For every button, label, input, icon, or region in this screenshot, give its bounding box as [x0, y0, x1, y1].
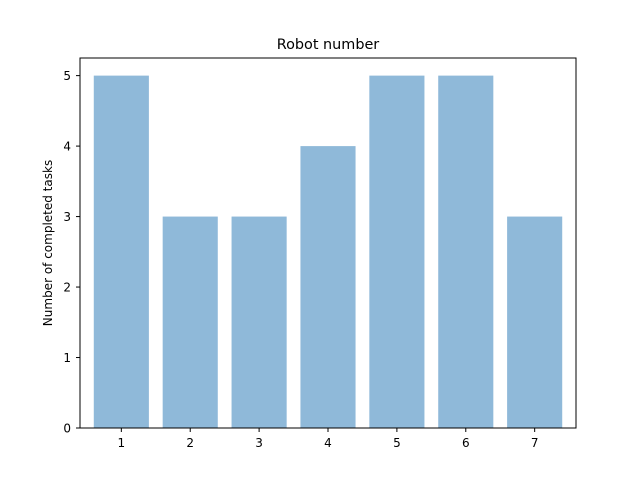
y-tick-label-2: 2 — [63, 281, 71, 295]
x-tick-label-6: 6 — [462, 436, 470, 450]
bar-robot-4 — [300, 146, 356, 428]
x-tick-label-1: 1 — [118, 436, 126, 450]
y-axis-ticks: 0 1 2 3 4 5 — [63, 69, 80, 436]
x-tick-label-3: 3 — [255, 436, 263, 450]
plot-frame — [79, 57, 577, 429]
x-axis-ticks: 1 2 3 4 5 6 7 — [118, 428, 539, 450]
y-tick-label-3: 3 — [63, 210, 71, 224]
bar-robot-1 — [93, 75, 149, 428]
x-tick-label-2: 2 — [186, 436, 194, 450]
bar-robot-3 — [231, 216, 287, 428]
bars-group — [93, 75, 563, 428]
bar-robot-6 — [438, 75, 494, 428]
bar-robot-5 — [369, 75, 425, 428]
x-tick-label-5: 5 — [393, 436, 401, 450]
bar-robot-2 — [162, 216, 218, 428]
y-axis-label: Number of completed tasks — [41, 160, 55, 326]
x-tick-label-7: 7 — [531, 436, 539, 450]
chart-title: Robot number — [277, 37, 380, 53]
y-tick-label-4: 4 — [63, 140, 71, 154]
y-tick-label-1: 1 — [63, 351, 71, 365]
x-tick-label-4: 4 — [324, 436, 332, 450]
y-tick-label-0: 0 — [63, 422, 71, 436]
bar-robot-7 — [507, 216, 563, 428]
y-tick-label-5: 5 — [63, 69, 71, 83]
